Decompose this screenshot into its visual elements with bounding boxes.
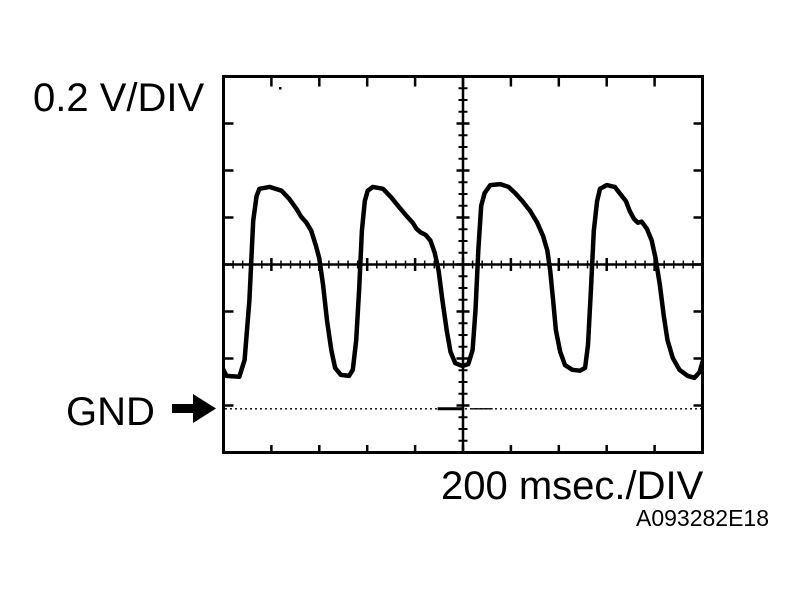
gnd-label: GND — [66, 390, 155, 434]
scope-waveform-plot — [222, 75, 704, 454]
figure-code-label: A093282E18 — [636, 505, 770, 531]
signal-trace — [222, 181, 704, 381]
vertical-scale-label: 0.2 V/DIV — [33, 76, 205, 120]
gnd-arrow-icon — [172, 394, 216, 423]
horizontal-scale-label: 200 msec./DIV — [441, 464, 704, 508]
